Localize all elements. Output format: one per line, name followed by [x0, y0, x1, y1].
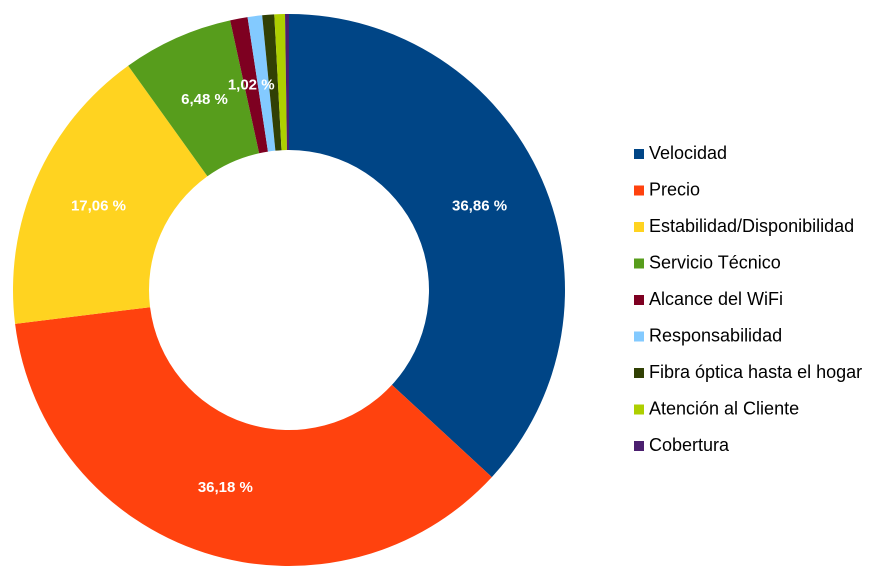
- legend-swatch: [634, 149, 644, 159]
- legend-swatch: [634, 185, 644, 196]
- legend-swatch: [634, 441, 644, 451]
- legend-label: Atención al Cliente: [649, 398, 799, 418]
- legend-label: Cobertura: [649, 435, 730, 455]
- legend-swatch: [634, 258, 644, 269]
- donut-slice: [128, 20, 260, 177]
- donut-slice: [274, 14, 287, 151]
- legend-label: Fibra óptica hasta el hogar: [649, 362, 862, 382]
- legend-label: Responsabilidad: [649, 325, 782, 345]
- value-label: 17,06 %: [71, 198, 126, 215]
- donut-slice: [15, 307, 492, 566]
- legend-swatch: [634, 295, 644, 305]
- donut-slice: [289, 14, 566, 478]
- donut-slice: [285, 14, 289, 151]
- value-label: 1,02 %: [228, 76, 275, 93]
- donut-slice: [262, 14, 282, 151]
- value-label: 36,18 %: [198, 479, 253, 496]
- legend-label: Alcance del WiFi: [649, 289, 783, 309]
- donut-slice: [230, 17, 268, 154]
- legend-swatch: [634, 404, 644, 415]
- legend-label: Servicio Técnico: [649, 252, 781, 272]
- legend-label: Estabilidad/Disponibilidad: [649, 216, 854, 236]
- legend-swatch: [634, 331, 644, 342]
- legend-label: Precio: [649, 179, 700, 199]
- legend-swatch: [634, 368, 644, 378]
- legend-swatch: [634, 222, 644, 232]
- donut-slice: [247, 15, 276, 152]
- value-label: 6,48 %: [181, 91, 228, 108]
- donut-slice: [13, 65, 208, 324]
- legend-label: Velocidad: [649, 143, 727, 163]
- value-label: 36,86 %: [452, 198, 507, 215]
